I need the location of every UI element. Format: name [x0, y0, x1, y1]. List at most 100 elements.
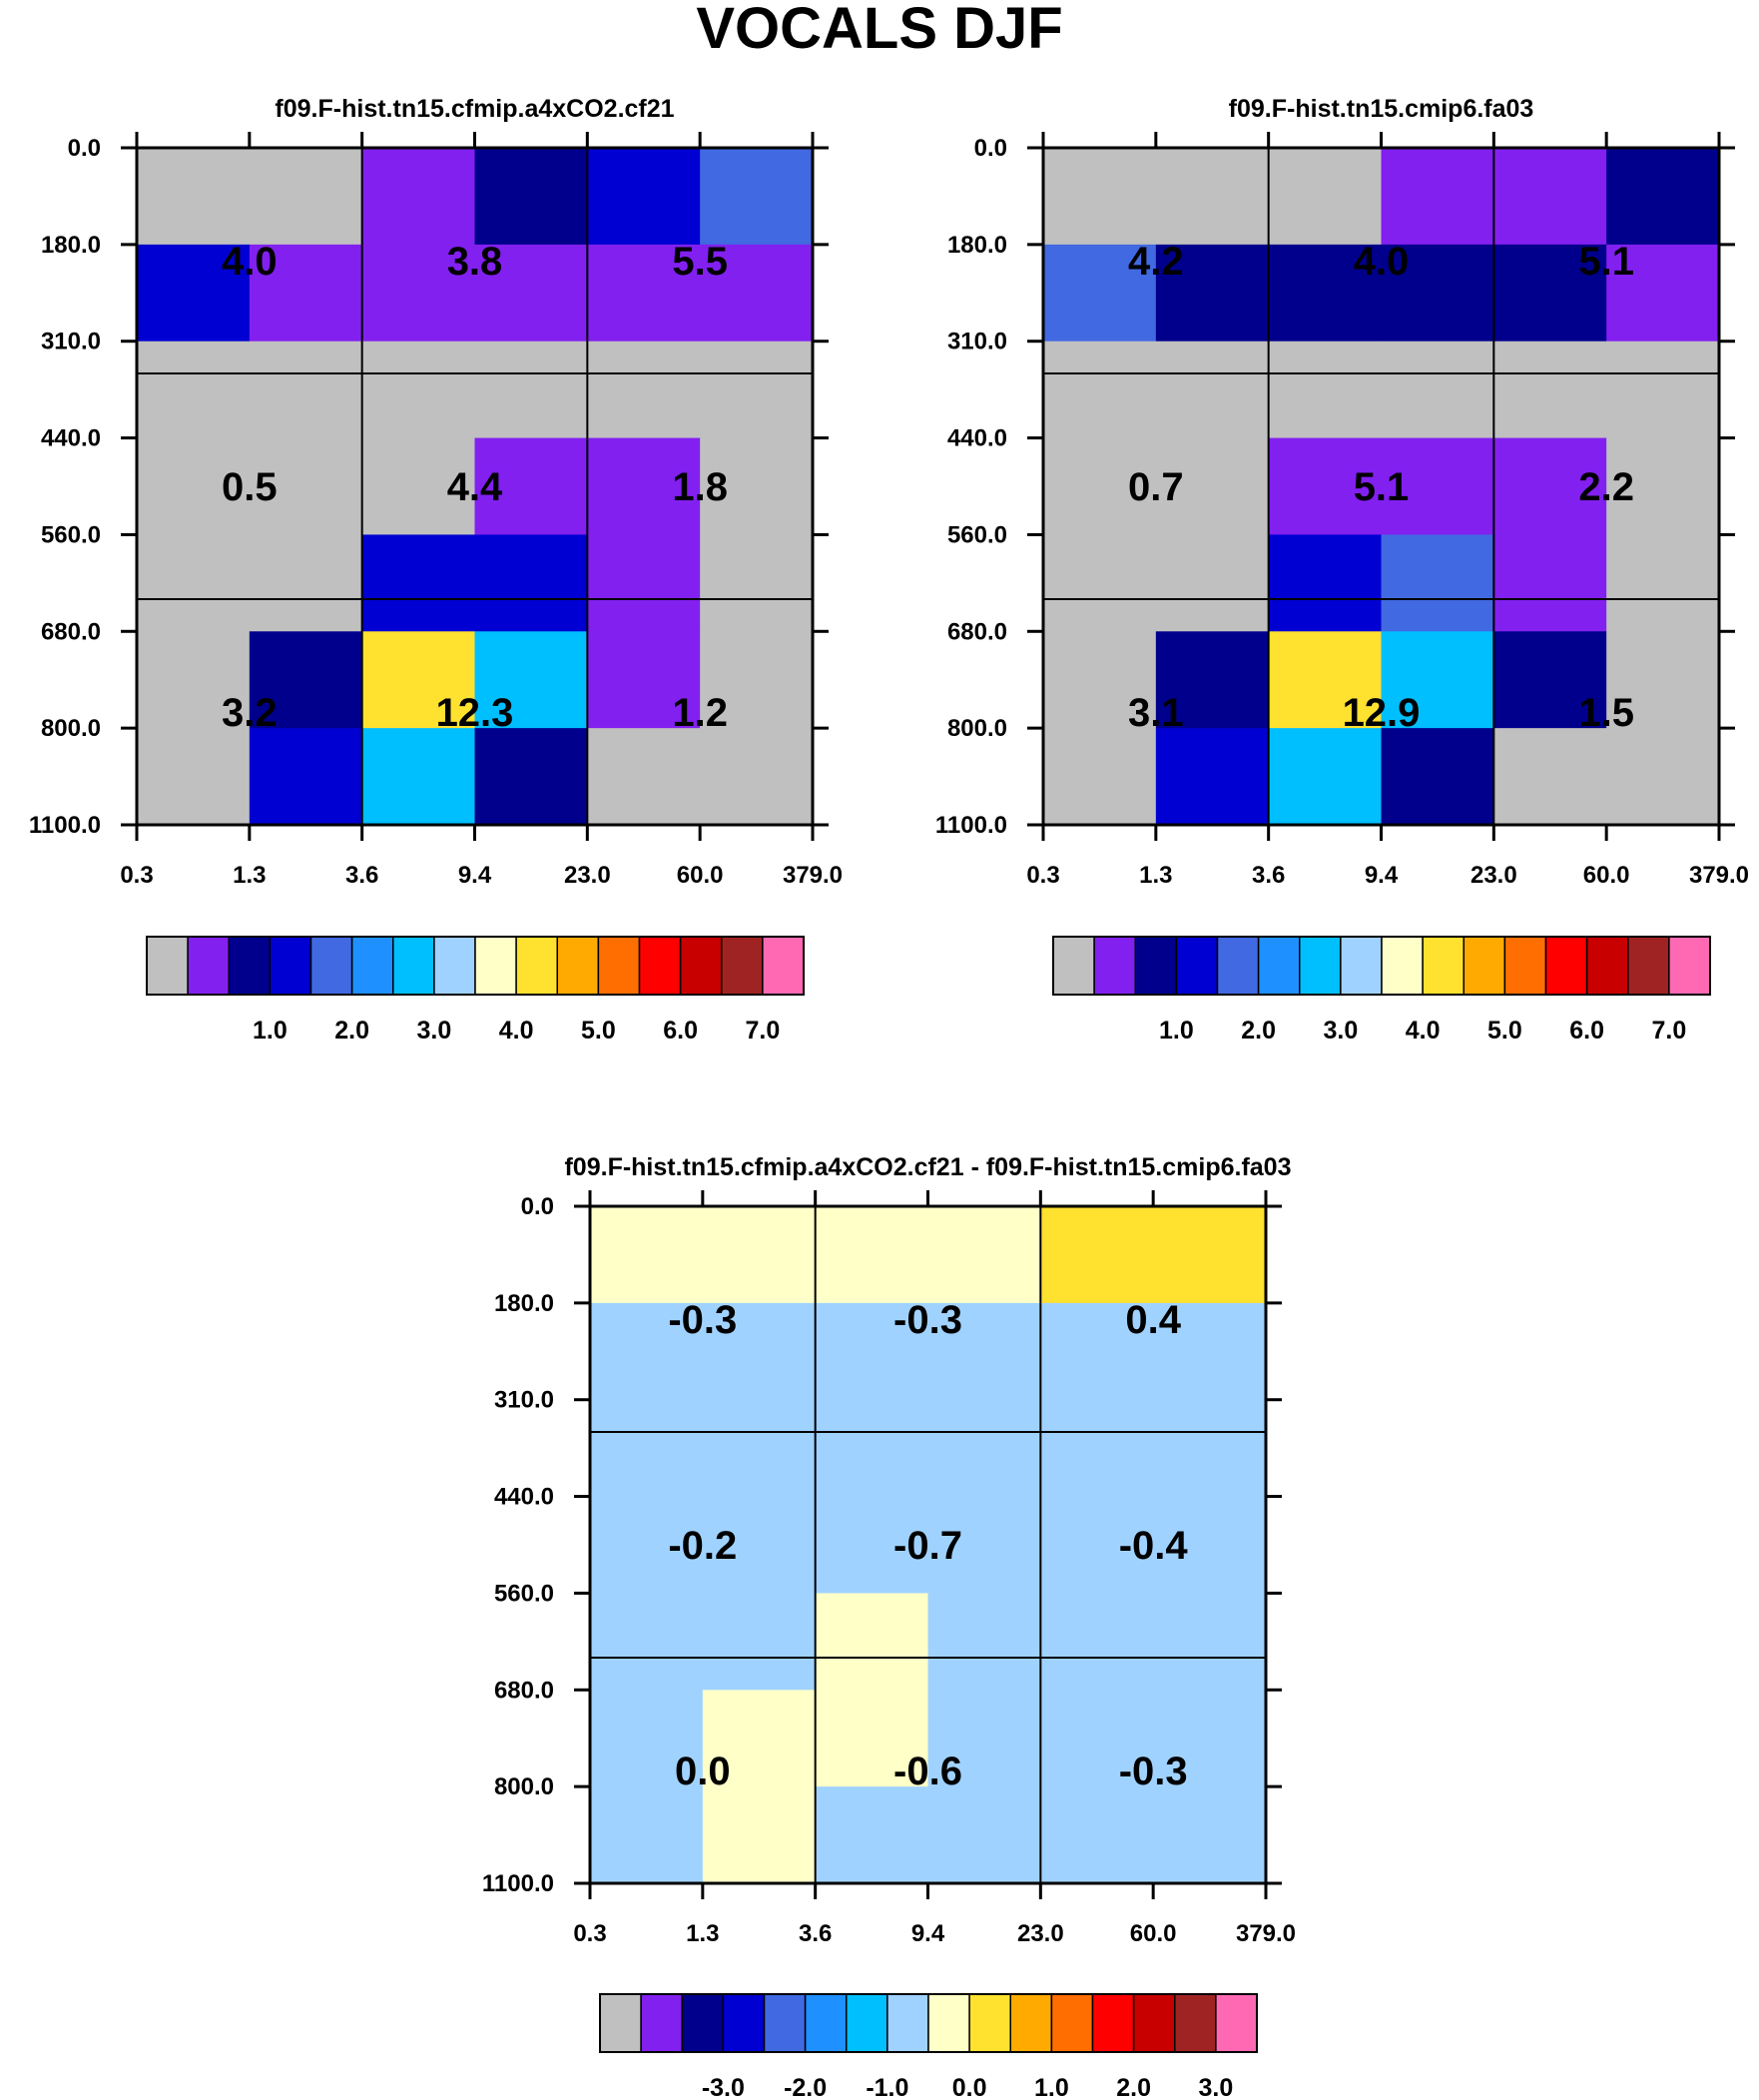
x-tick-label: 9.4: [1365, 862, 1399, 889]
heatmap-cell: [1153, 1399, 1267, 1498]
heatmap-cell: [1381, 341, 1494, 439]
box-value-label: 3.1: [1128, 691, 1184, 735]
heatmap-panel-1: f09.F-hist.tn15.cfmip.a4xCO2.cf21 0.0 180.…: [29, 95, 843, 1045]
heatmap-cell: [249, 437, 363, 535]
heatmap-cell: [1040, 1399, 1154, 1498]
heatmap-panel-2: f09.F-hist.tn15.cmip6.fa03 0.0 180.0 310.0 4…: [935, 95, 1749, 1045]
heatmap-cell: [587, 728, 701, 826]
colorbar-label: 2.0: [1116, 2074, 1151, 2100]
heatmap-cell: [1381, 244, 1494, 343]
heatmap-cell: [1155, 534, 1270, 632]
x-tick-label: 0.3: [573, 1920, 606, 1947]
heatmap-cell: [361, 631, 475, 729]
heatmap-cell: [700, 534, 814, 632]
heatmap-panel-3: f09.F-hist.tn15.cfmip.a4xCO2.cf21 - f09.…: [482, 1153, 1296, 2100]
colorbar-swatch: [599, 1993, 642, 2053]
box-value-label: 1.8: [672, 465, 728, 509]
colorbar-swatch: [721, 936, 764, 996]
colorbar-swatch: [1091, 1993, 1135, 2053]
heatmap-cell: [1268, 631, 1382, 729]
heatmap-cell: [1040, 1206, 1154, 1304]
heatmap-cell: [1493, 631, 1607, 729]
heatmap-cell: [1381, 631, 1494, 729]
colorbar-swatch: [679, 936, 723, 996]
y-tick-label: 0.0: [68, 135, 101, 162]
colorbar-label: 3.0: [416, 1017, 451, 1045]
heatmap-cell: [1153, 1206, 1267, 1304]
colorbar-swatch: [1134, 936, 1178, 996]
heatmap-cell: [587, 244, 701, 343]
x-tick-label: 3.6: [345, 862, 378, 889]
colorbar-label: 6.0: [1569, 1017, 1604, 1045]
heatmap-cell: [474, 534, 588, 632]
colorbar-frame: [146, 936, 805, 996]
heatmap-cell: [815, 1302, 928, 1401]
box-value-label: 4.0: [222, 240, 278, 284]
box-value-label: 1.2: [672, 691, 728, 735]
heatmap-cell: [137, 148, 251, 246]
box-value-label: -0.4: [1119, 1524, 1189, 1568]
figure-title: VOCALS DJF: [696, 0, 1062, 61]
heatmap-cell: [587, 341, 701, 439]
colorbar-label: 5.0: [1487, 1017, 1522, 1045]
colorbar-swatch: [1009, 1993, 1053, 2053]
heatmap-cell: [1493, 341, 1607, 439]
heatmap-cell: [700, 728, 814, 826]
x-tick-label: 23.0: [564, 862, 611, 889]
heatmap-cell: [361, 244, 475, 343]
y-tick-label: 800.0: [41, 715, 101, 742]
heatmap-cell: [1043, 244, 1157, 343]
box-value-label: -0.7: [893, 1524, 962, 1568]
heatmap-cell: [1155, 244, 1270, 343]
y-tick-label: 0.0: [974, 135, 1007, 162]
heatmap-cell: [137, 631, 251, 729]
heatmap-cell: [700, 631, 814, 729]
x-tick-label: 379.0: [1236, 1920, 1296, 1947]
y-tick-label: 180.0: [947, 232, 1007, 259]
colorbar: 1.0 2.0 3.0 4.0 5.0 6.0 7.0: [1052, 936, 1711, 1045]
heatmap-cell: [1043, 631, 1157, 729]
heatmap-cell: [137, 244, 251, 343]
box-value-label: 5.1: [1354, 465, 1410, 509]
heatmap-cell: [1040, 1302, 1154, 1401]
heatmap-cell: [1040, 1496, 1154, 1594]
x-tick-label: 60.0: [1583, 862, 1630, 889]
heatmap-cell: [1268, 534, 1382, 632]
colorbar-swatch: [1627, 936, 1670, 996]
x-tick-label: 1.3: [686, 1920, 719, 1947]
y-tick-label: 680.0: [494, 1677, 554, 1704]
y-tick-label: 310.0: [947, 329, 1007, 355]
x-tick-label: 379.0: [783, 862, 843, 889]
y-tick-label: 560.0: [947, 521, 1007, 548]
box-value-label: -0.6: [893, 1750, 962, 1793]
colorbar-swatch: [1544, 936, 1588, 996]
heatmap-cell: [587, 534, 701, 632]
heatmap-cell: [249, 341, 363, 439]
heatmap-cell: [702, 1496, 817, 1594]
box-value-label: 4.4: [447, 465, 503, 509]
colorbar-swatch: [1463, 936, 1506, 996]
heatmap-cell: [249, 631, 363, 729]
x-tick-label: 60.0: [677, 862, 724, 889]
heatmap-cell: [1043, 341, 1157, 439]
box-value-label: 1.5: [1578, 691, 1634, 735]
heatmap-cell: [137, 728, 251, 826]
heatmap-cell: [1606, 244, 1720, 343]
heatmap-cell: [927, 1206, 1041, 1304]
colorbar-label: 4.0: [1406, 1017, 1441, 1045]
heatmap-cell: [1493, 534, 1607, 632]
heatmap-cell: [1606, 437, 1720, 535]
x-tick-label: 23.0: [1017, 1920, 1064, 1947]
heatmap-cell: [1043, 437, 1157, 535]
x-tick-label: 379.0: [1689, 862, 1749, 889]
heatmap-cell: [1268, 148, 1382, 246]
heatmap-cell: [1606, 631, 1720, 729]
panels: f09.F-hist.tn15.cfmip.a4xCO2.cf21 0.0 180.…: [29, 95, 1749, 2100]
heatmap-cell: [815, 1593, 928, 1691]
colorbar-label: 5.0: [581, 1017, 616, 1045]
colorbar-swatch: [762, 936, 805, 996]
box-value-label: 3.8: [447, 240, 503, 284]
heatmap-cell: [1606, 341, 1720, 439]
colorbar-label: -2.0: [784, 2074, 827, 2100]
colorbar-swatch: [927, 1993, 970, 2053]
